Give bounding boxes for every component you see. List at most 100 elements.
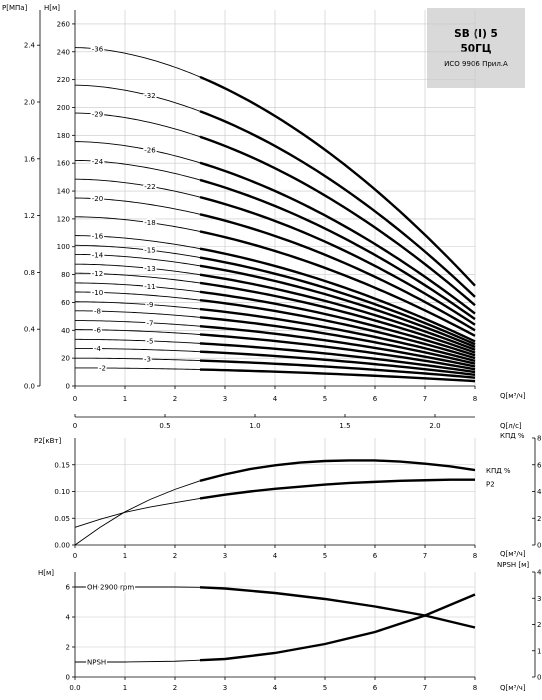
- p3-x-tick: 0.0: [69, 684, 80, 692]
- p3-y2-tick: 1: [537, 647, 541, 655]
- p1-h-tick: 20: [61, 355, 70, 363]
- p2-y2-tick: 0: [537, 542, 541, 550]
- head-curve-bold: [199, 213, 476, 332]
- p3-x-tick: 4: [273, 684, 278, 692]
- p2-x-tick: 3: [223, 552, 227, 560]
- p1-x2-tick: 0.5: [159, 422, 170, 430]
- p3-x-tick: 8: [473, 684, 477, 692]
- head-curve-label: -29: [92, 111, 103, 119]
- p2-x-axis-label: Q[м³/ч]: [500, 550, 526, 558]
- efficiency-curve-bold: [199, 459, 476, 482]
- title-line-2: 50ГЦ: [460, 43, 491, 55]
- head-curve-label: -4: [94, 345, 102, 353]
- head-curve-thin: [74, 141, 201, 164]
- head-curve-thin: [74, 282, 201, 293]
- head-curve-label: -12: [92, 270, 103, 278]
- efficiency-curve-label: КПД %: [486, 467, 511, 475]
- title-box-bg: [427, 8, 525, 88]
- p1-h-tick: 140: [57, 188, 70, 196]
- head-curve-thin: [74, 263, 201, 276]
- head-curve-label: -8: [94, 308, 101, 316]
- head-curve-label: -9: [147, 301, 154, 309]
- head-curve-bold: [199, 316, 476, 365]
- efficiency-curve-thin: [74, 480, 201, 546]
- p3-y2-tick: 0: [537, 674, 541, 682]
- p1-h-tick: 180: [57, 132, 70, 140]
- head-curve-bold: [199, 350, 476, 377]
- p2-y-tick: 0.05: [54, 515, 70, 523]
- title-line-3: ИСО 9906 Прил.А: [444, 60, 508, 68]
- p3-x-tick: 6: [373, 684, 378, 692]
- head-curve-thin: [74, 112, 201, 138]
- p3-y2-tick: 4: [537, 569, 542, 577]
- head-curve-label: -6: [94, 326, 102, 334]
- p3-left-axis-label: H[м]: [38, 569, 54, 577]
- p1-x-tick: 5: [323, 395, 327, 403]
- head-curve-bold: [199, 135, 476, 307]
- head-curve-label: -20: [92, 195, 103, 203]
- head-curve-thin: [74, 178, 201, 198]
- head-curve-bold: [199, 273, 476, 351]
- head-curve-label: -14: [92, 251, 104, 259]
- head-curve-label: -32: [144, 92, 155, 100]
- p1-p-tick: 0.8: [24, 269, 35, 277]
- head-curve-bold: [199, 195, 476, 326]
- p1-x-tick: 8: [473, 395, 477, 403]
- p1-p-tick: 2.0: [24, 98, 35, 106]
- p1-h-tick: 60: [61, 299, 70, 307]
- p1-right-axis-label: H[м]: [44, 4, 60, 12]
- head-curve-thin: [74, 329, 201, 335]
- head-curve-bold: [199, 290, 476, 357]
- head-curve-label: -22: [144, 183, 155, 191]
- head-curve-thin: [74, 320, 201, 327]
- head-curve-bold: [199, 230, 476, 337]
- head-curve-bold: [199, 247, 476, 343]
- p1-p-tick: 2.4: [24, 42, 36, 50]
- p2-y-tick: 0.00: [54, 542, 70, 550]
- p1-x-tick: 7: [423, 395, 427, 403]
- head-curve-label: -26: [144, 147, 156, 155]
- head-curve-bold: [199, 325, 476, 368]
- p1-x-tick: 1: [123, 395, 127, 403]
- head-curve-thin: [74, 235, 201, 250]
- p3-y-tick: 4: [66, 614, 71, 622]
- title-box: SB (I) 5 50ГЦ ИСО 9906 Прил.А: [427, 8, 525, 88]
- p2-x-tick: 7: [423, 552, 427, 560]
- p2-x-tick: 2: [173, 552, 177, 560]
- head-curve-thin: [75, 357, 201, 361]
- head-curve-label: -18: [144, 219, 155, 227]
- head-rpm-curve-label: ОН 2900 rpm: [87, 584, 134, 592]
- p1-p-tick: 1.6: [24, 155, 36, 163]
- head-curve-bold: [199, 333, 476, 371]
- head-curve-thin: [74, 216, 201, 232]
- head-curve-bold: [199, 256, 476, 346]
- p2-y2-tick: 40: [537, 488, 542, 496]
- p2-x-tick: 1: [123, 552, 127, 560]
- p3-y2-tick: 2: [537, 621, 541, 629]
- p1-p-tick: 0.4: [24, 326, 36, 334]
- p1-h-tick: 80: [61, 271, 70, 279]
- head-curve-bold: [199, 359, 476, 379]
- p2-curve-thin: [74, 498, 201, 528]
- p3-y-tick: 6: [66, 584, 71, 592]
- p3-y2-tick: 3: [537, 595, 541, 603]
- p2-y-tick: 0.15: [54, 461, 70, 469]
- head-curve-label: -10: [92, 289, 103, 297]
- head-curve-thin: [74, 310, 201, 318]
- p1-h-tick: 40: [61, 327, 70, 335]
- p3-x-tick: 7: [423, 684, 427, 692]
- p1-x-axis-label: Q[м³/ч]: [500, 392, 526, 400]
- p2-x-tick: 5: [323, 552, 327, 560]
- head-curve-bold: [199, 342, 476, 374]
- p1-h-tick: 100: [57, 243, 70, 251]
- head-curve-bold: [199, 307, 476, 363]
- p1-x2-tick: 1.5: [339, 422, 350, 430]
- head-curve-thin: [75, 347, 201, 353]
- p1-x-tick: 6: [373, 395, 378, 403]
- npsh-curve-label: NPSH: [87, 659, 106, 667]
- p1-h-tick: 0: [66, 383, 70, 391]
- p1-p-tick: 0.0: [24, 383, 35, 391]
- head-curve-thin: [74, 197, 201, 215]
- head-curve-label: -16: [92, 233, 104, 241]
